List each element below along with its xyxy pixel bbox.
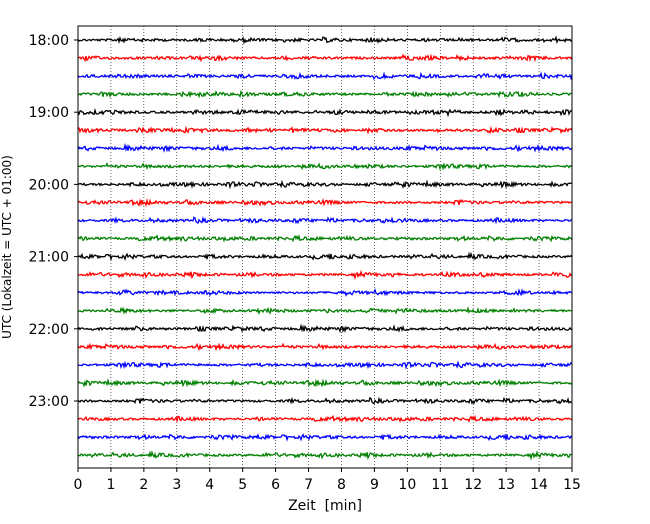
trace-line xyxy=(77,288,573,297)
x-tick-label: 10 xyxy=(398,477,416,493)
x-tick-label: 11 xyxy=(431,477,449,493)
trace-line xyxy=(77,377,573,388)
trace-line xyxy=(77,396,573,405)
y-axis-ticks: 18:00 19:00 20:00 21:00 22:00 23:00 xyxy=(29,33,78,410)
trace-line xyxy=(77,125,573,135)
y-tick-label: 19:00 xyxy=(29,105,69,121)
x-tick-label: 9 xyxy=(370,477,379,493)
seismic-traces xyxy=(77,35,573,461)
x-tick-label: 14 xyxy=(530,477,548,493)
trace-line xyxy=(77,251,573,262)
x-tick-label: 7 xyxy=(304,477,313,493)
x-tick-label: 2 xyxy=(139,477,148,493)
trace-line xyxy=(77,234,573,243)
trace-line xyxy=(77,142,573,153)
y-tick-label: 18:00 xyxy=(29,33,69,49)
x-tick-label: 12 xyxy=(464,477,482,493)
plot-area xyxy=(78,26,572,468)
x-tick-label: 3 xyxy=(172,477,181,493)
trace-line xyxy=(77,35,573,45)
plot-frame xyxy=(77,25,573,469)
x-tick-label: 6 xyxy=(271,477,280,493)
y-axis-label: UTC (Lokalzeit = UTC + 01:00) xyxy=(0,155,14,339)
trace-line xyxy=(77,179,573,190)
x-tick-label: 8 xyxy=(337,477,346,493)
x-tick-label: 0 xyxy=(74,477,83,493)
trace-line xyxy=(77,216,573,225)
trace-line xyxy=(77,433,573,442)
x-tick-label: 13 xyxy=(497,477,515,493)
x-axis-label: Zeit [min] xyxy=(288,498,362,514)
x-tick-label: 5 xyxy=(238,477,247,493)
trace-line xyxy=(77,360,573,370)
x-axis-ticks: 0 1 2 3 4 5 6 7 8 9 10 11 12 13 14 15 xyxy=(74,468,581,493)
y-tick-label: 21:00 xyxy=(29,250,69,266)
y-tick-label: 23:00 xyxy=(29,394,69,410)
trace-line xyxy=(77,89,573,99)
trace-line xyxy=(77,53,573,63)
trace-line xyxy=(77,342,573,352)
trace-line xyxy=(77,323,573,334)
trace-line xyxy=(77,414,573,424)
trace-line xyxy=(77,162,573,171)
trace-line xyxy=(77,107,573,118)
x-tick-label: 1 xyxy=(106,477,115,493)
trace-line xyxy=(77,450,573,461)
trace-line xyxy=(77,269,573,281)
trace-line xyxy=(77,71,573,81)
x-tick-label: 15 xyxy=(563,477,581,493)
trace-line xyxy=(77,306,573,316)
trace-line xyxy=(77,197,573,208)
y-tick-label: 22:00 xyxy=(29,322,69,338)
y-tick-label: 20:00 xyxy=(29,177,69,193)
x-tick-label: 4 xyxy=(205,477,214,493)
